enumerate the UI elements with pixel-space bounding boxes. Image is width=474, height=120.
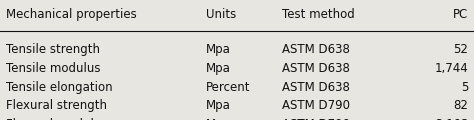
- Text: 82: 82: [454, 99, 468, 112]
- Text: PC: PC: [453, 8, 468, 21]
- Text: Mechanical properties: Mechanical properties: [6, 8, 137, 21]
- Text: ASTM D638: ASTM D638: [282, 62, 350, 75]
- Text: Tensile strength: Tensile strength: [6, 43, 100, 56]
- Text: 2,193: 2,193: [435, 118, 468, 120]
- Text: Mpa: Mpa: [206, 62, 231, 75]
- Text: Flexural strength: Flexural strength: [6, 99, 107, 112]
- Text: ASTM D790: ASTM D790: [282, 118, 350, 120]
- Text: Percent: Percent: [206, 81, 251, 93]
- Text: ASTM D638: ASTM D638: [282, 81, 350, 93]
- Text: Mpa: Mpa: [206, 43, 231, 56]
- Text: 5: 5: [461, 81, 468, 93]
- Text: 52: 52: [454, 43, 468, 56]
- Text: Tensile elongation: Tensile elongation: [6, 81, 112, 93]
- Text: Flexural modulus: Flexural modulus: [6, 118, 107, 120]
- Text: ASTM D790: ASTM D790: [282, 99, 350, 112]
- Text: ASTM D638: ASTM D638: [282, 43, 350, 56]
- Text: Units: Units: [206, 8, 237, 21]
- Text: 1,744: 1,744: [435, 62, 468, 75]
- Text: Tensile modulus: Tensile modulus: [6, 62, 100, 75]
- Text: Mpa: Mpa: [206, 118, 231, 120]
- Text: Test method: Test method: [282, 8, 355, 21]
- Text: Mpa: Mpa: [206, 99, 231, 112]
